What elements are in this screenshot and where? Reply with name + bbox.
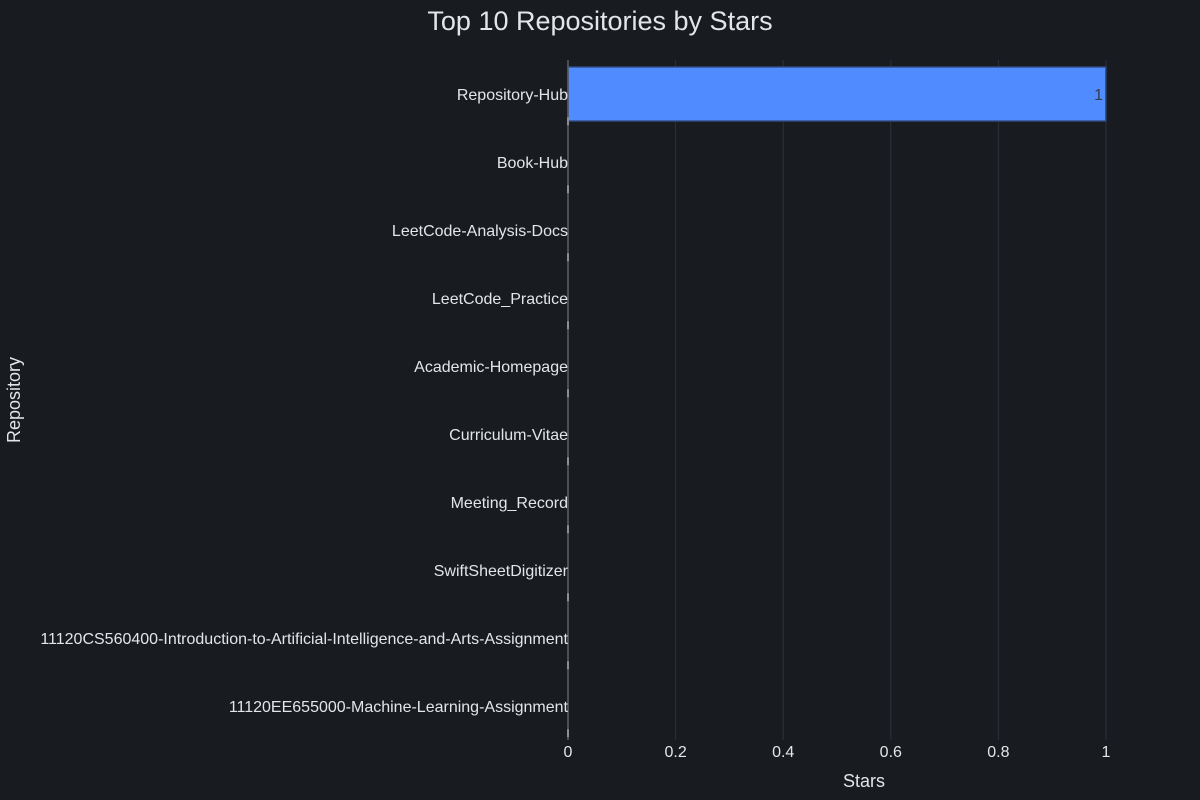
- y-tick-label: SwiftSheetDigitizer: [434, 563, 569, 580]
- y-tick-label: Meeting_Record: [451, 495, 568, 512]
- x-axis-title: Stars: [843, 771, 885, 791]
- bar-data-label: 1: [1094, 87, 1103, 104]
- y-tick-label: Book-Hub: [497, 155, 568, 172]
- chart-title: Top 10 Repositories by Stars: [427, 6, 772, 36]
- y-tick-label: LeetCode-Analysis-Docs: [392, 223, 568, 240]
- x-tick-label: 0.8: [987, 744, 1009, 761]
- grid-lines: [675, 60, 1107, 740]
- y-tick-label: 11120CS560400-Introduction-to-Artificial…: [40, 631, 568, 648]
- y-tick-label: LeetCode_Practice: [432, 291, 568, 308]
- x-tick-label: 0: [564, 744, 573, 761]
- x-tick-label: 0.2: [664, 744, 686, 761]
- x-tick-label: 0.4: [772, 744, 794, 761]
- y-tick-label: Curriculum-Vitae: [449, 427, 568, 444]
- x-tick-label: 1: [1102, 744, 1111, 761]
- y-axis-title: Repository: [4, 357, 24, 443]
- labels: 0 0.2 0.4 0.6 0.8 1 Repository-Hub 1 Book-Hub Lee…: [40, 87, 1110, 761]
- y-tick-label: Academic-Homepage: [414, 359, 568, 376]
- x-tick-label: 0.6: [880, 744, 902, 761]
- y-tick-label: 11120EE655000-Machine-Learning-Assignmen…: [229, 699, 569, 716]
- bar: [567, 66, 1107, 122]
- y-tick-label: Repository-Hub: [457, 87, 568, 104]
- bars: [567, 66, 1107, 122]
